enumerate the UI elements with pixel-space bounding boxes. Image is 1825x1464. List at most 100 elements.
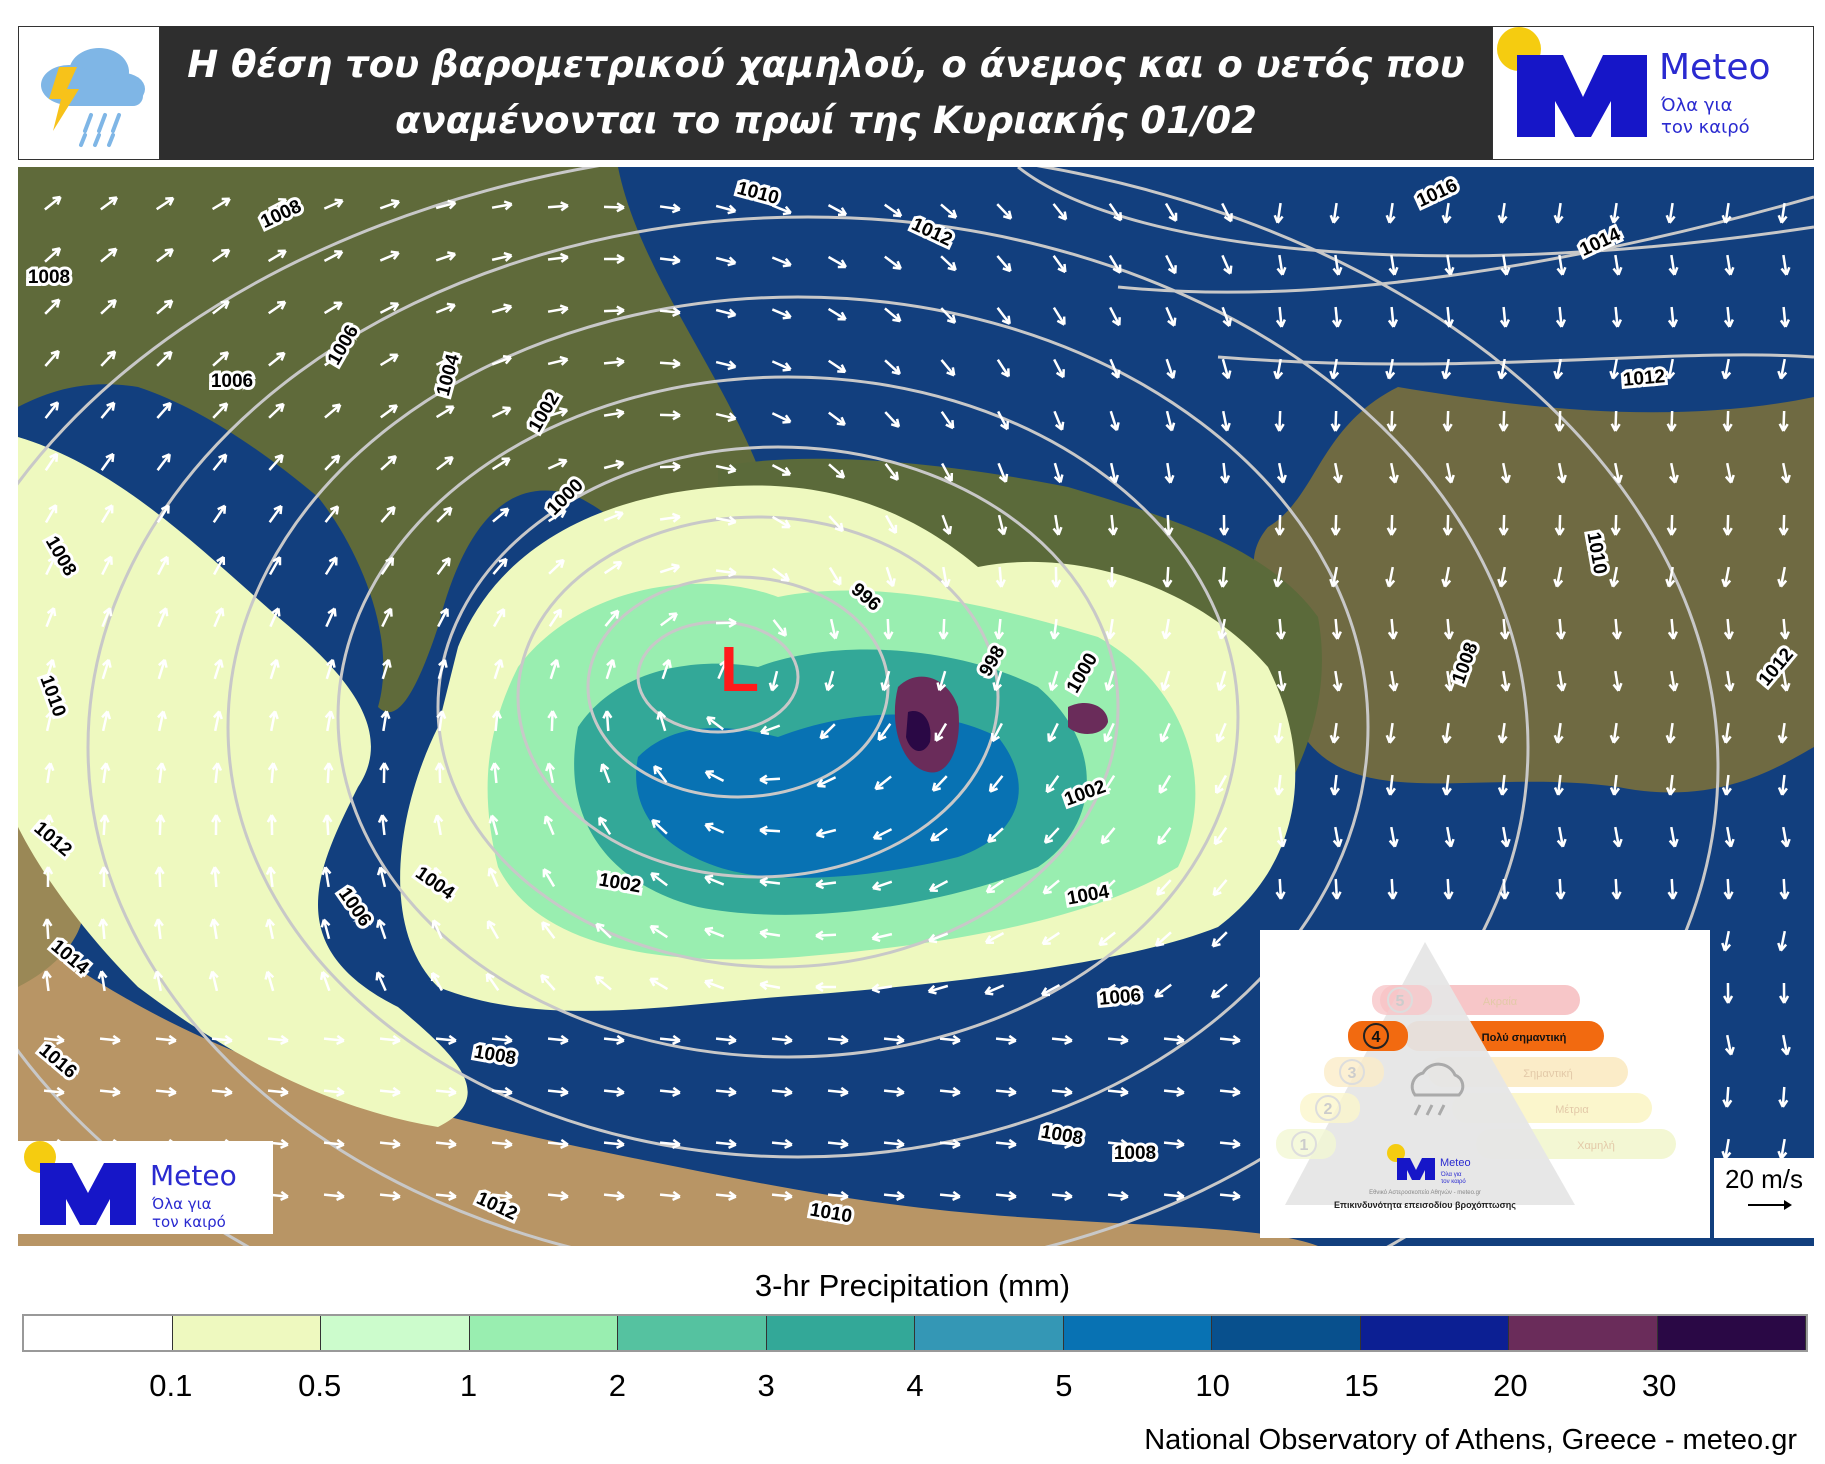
wind-arrow (1331, 878, 1342, 900)
wind-arrow (375, 971, 387, 992)
wind-arrow (704, 926, 725, 938)
wind-arrow (715, 464, 737, 475)
wind-arrow (99, 1034, 121, 1046)
wind-arrow (819, 723, 836, 740)
wind-arrow (704, 978, 725, 990)
wind-arrow (651, 818, 668, 835)
isobar-label: 1008 (28, 267, 70, 288)
wind-arrow (209, 918, 220, 940)
wind-arrow (1041, 931, 1061, 946)
legend-tick: 0.5 (298, 1368, 342, 1403)
wind-arrow (1777, 202, 1788, 224)
wind-arrow (1165, 410, 1176, 432)
wind-arrow (1665, 202, 1676, 224)
wind-arrow (99, 1086, 121, 1098)
legend-tick: 3 (757, 1368, 775, 1403)
wind-arrow (995, 1190, 1017, 1202)
wind-arrow (268, 710, 279, 732)
wind-arrow (934, 722, 948, 742)
risk-level-label: Χαμηλή (1577, 1140, 1615, 1152)
wind-arrow (155, 814, 166, 836)
wind-arrow (1556, 670, 1567, 692)
wind-arrow (1665, 358, 1676, 380)
wind-arrow (1441, 774, 1452, 796)
isobar-label: 1008 (1114, 1143, 1156, 1164)
wind-arrow (772, 619, 788, 637)
wind-arrow (98, 918, 109, 940)
wind-arrow (1612, 826, 1623, 848)
wind-arrow (1778, 1086, 1789, 1108)
wind-arrow (1329, 566, 1340, 588)
wind-arrow (156, 248, 174, 263)
wind-arrow (1388, 670, 1399, 692)
wind-arrow (939, 1138, 961, 1150)
wind-arrow (1721, 358, 1732, 380)
wind-arrow (487, 867, 499, 888)
wind-arrow (1386, 514, 1397, 536)
wind-arrow (1163, 1190, 1185, 1202)
wind-arrow (599, 763, 611, 784)
wind-arrow (1164, 462, 1175, 484)
wind-arrow (771, 204, 792, 216)
wind-arrow (828, 515, 844, 533)
wind-arrow (659, 1190, 681, 1202)
wind-arrow (650, 872, 668, 887)
wind-arrow (100, 401, 116, 419)
wind-arrow (1385, 722, 1396, 744)
wind-arrow (1154, 931, 1172, 947)
wind-arrow (157, 555, 169, 576)
wind-arrow (210, 866, 221, 888)
wind-arrow (1612, 670, 1623, 692)
weather-storm-icon-box (18, 26, 160, 160)
wind-arrow (485, 972, 500, 991)
wind-arrow (603, 1190, 625, 1202)
wind-arrow (1779, 878, 1790, 900)
wind-arrow (884, 359, 901, 376)
wind-arrow (100, 762, 111, 784)
wind-arrow (379, 1190, 401, 1202)
wind-arrow (1274, 514, 1285, 536)
wind-arrow (436, 710, 447, 732)
wind-arrow (1553, 722, 1564, 744)
wind-arrow (44, 452, 59, 472)
wind-arrow (157, 607, 169, 628)
wind-arrow (1724, 462, 1735, 484)
wind-arrow (491, 1138, 513, 1150)
wind-arrow (1611, 618, 1622, 640)
wind-arrow (547, 710, 558, 732)
wind-arrow (598, 816, 612, 836)
wind-arrow (1332, 254, 1343, 276)
risk-pyramid: Ακραία Πολύ σημαντική Σημαντική Μέτρια Χαμηλ… (1260, 930, 1710, 1238)
wind-arrow (603, 560, 623, 575)
wind-arrow (486, 920, 500, 940)
wind-arrow (759, 980, 781, 991)
wind-arrow (211, 1034, 233, 1046)
wind-arrow (1100, 827, 1116, 845)
wind-arrow (1214, 774, 1228, 795)
logo-tagline-2: τον καιρό (1441, 1178, 1466, 1185)
wind-arrow (1611, 306, 1623, 328)
wind-arrow (659, 563, 681, 574)
wind-arrow (715, 617, 737, 628)
wind-arrow (815, 828, 837, 839)
wind-arrow (1721, 1138, 1732, 1160)
wind-arrow (941, 514, 953, 535)
wind-arrow (1329, 358, 1340, 380)
wind-arrow (1221, 254, 1233, 275)
wind-arrow (1612, 254, 1623, 276)
wind-arrow (491, 710, 502, 732)
wind-arrow (1109, 462, 1119, 484)
wind-arrow (1500, 826, 1511, 848)
wind-arrow (542, 868, 556, 888)
wind-arrow (815, 981, 837, 993)
wind-arrow (435, 405, 455, 419)
wind-arrow (100, 247, 118, 263)
wind-arrow (1332, 826, 1343, 848)
wind-arrow (1609, 566, 1620, 588)
wind-arrow (1161, 618, 1172, 640)
wind-arrow (1329, 774, 1340, 796)
wind-arrow (1498, 514, 1509, 536)
wind-arrow (1667, 618, 1678, 640)
wind-arrow (771, 308, 792, 320)
wind-arrow (936, 670, 947, 692)
